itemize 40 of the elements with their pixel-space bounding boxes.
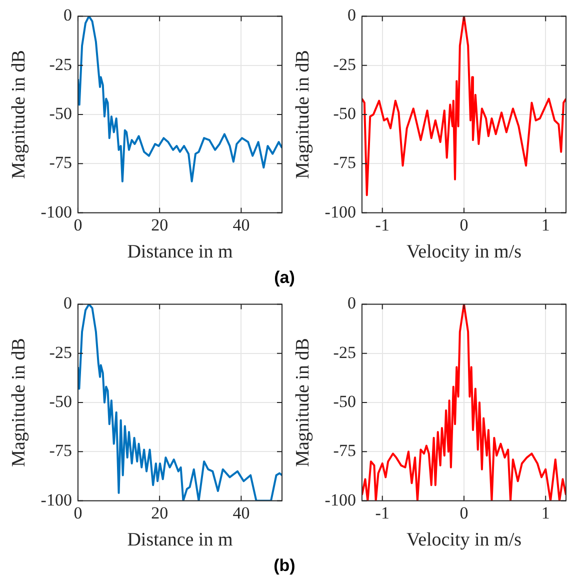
y-tick-label: -50 xyxy=(49,104,72,123)
y-tick-label: -25 xyxy=(49,342,72,362)
y-tick-label: -75 xyxy=(49,153,72,172)
x-tick-label: 1 xyxy=(541,215,550,234)
y-axis-title: Magnitude in dB xyxy=(292,50,314,179)
x-tick-label: 20 xyxy=(151,215,168,234)
x-tick-label: 0 xyxy=(460,215,468,234)
x-tick-label: 0 xyxy=(460,503,468,522)
y-tick-label: -100 xyxy=(40,490,72,510)
y-tick-label: 0 xyxy=(347,6,356,25)
x-tick-label: 20 xyxy=(151,503,168,522)
y-tick-label: -50 xyxy=(49,392,72,411)
x-axis-title: Velocity in m/s xyxy=(406,242,522,263)
x-tick-label: -1 xyxy=(375,215,390,234)
y-axis-title: Magnitude in dB xyxy=(292,338,314,467)
y-tick-label: 0 xyxy=(63,294,72,313)
x-tick-label: 40 xyxy=(232,215,250,234)
x-axis-title: Distance in m xyxy=(127,242,233,263)
x-axis-title: Distance in m xyxy=(127,530,233,551)
y-tick-label: -50 xyxy=(333,104,356,123)
text: (a) xyxy=(274,268,295,287)
y-axis-title: Magnitude in dB xyxy=(8,338,30,467)
y-tick-label: -50 xyxy=(333,392,356,411)
y-tick-label: -100 xyxy=(40,202,72,222)
x-tick-label: 40 xyxy=(232,503,250,522)
y-tick-label: 0 xyxy=(63,6,72,25)
x-tick-label: 1 xyxy=(541,503,550,522)
y-tick-label: -75 xyxy=(49,441,72,460)
text: (b) xyxy=(274,556,296,575)
y-tick-label: 0 xyxy=(347,294,356,313)
y-tick-label: -25 xyxy=(49,54,72,74)
y-axis-title: Magnitude in dB xyxy=(8,50,30,179)
x-axis-title: Velocity in m/s xyxy=(406,530,522,551)
y-tick-label: -75 xyxy=(333,153,356,172)
y-tick-label: -75 xyxy=(333,441,356,460)
x-tick-label: -1 xyxy=(375,503,390,522)
y-tick-label: -100 xyxy=(324,202,356,222)
y-tick-label: -100 xyxy=(324,490,356,510)
y-tick-label: -25 xyxy=(333,54,356,74)
y-tick-label: -25 xyxy=(333,342,356,362)
